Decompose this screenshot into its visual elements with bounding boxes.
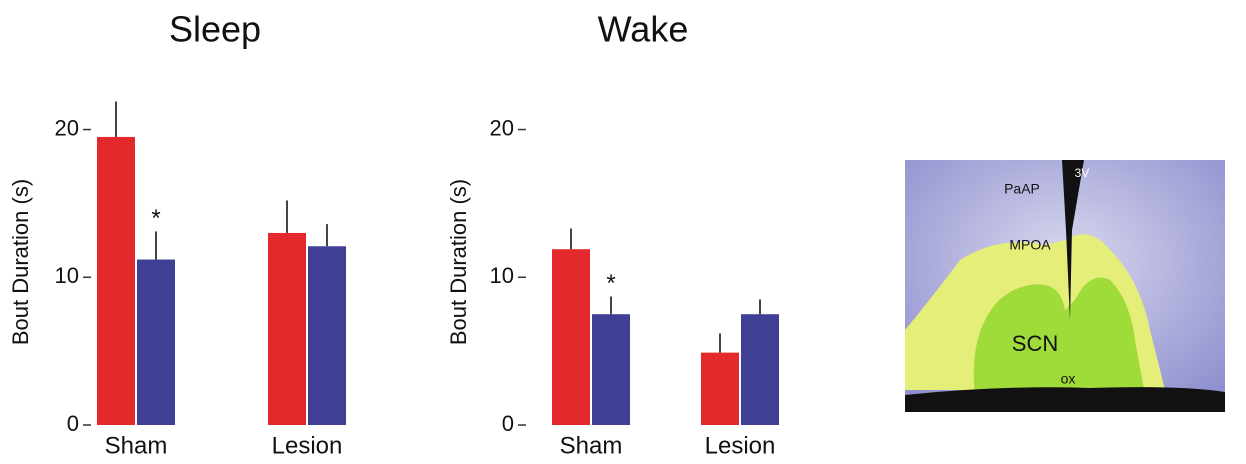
bar bbox=[552, 249, 590, 425]
significance-marker: * bbox=[151, 205, 160, 232]
chart-title: Sleep bbox=[169, 9, 261, 50]
x-tick-label: Sham bbox=[560, 432, 623, 459]
y-tick-label: 10 bbox=[55, 263, 79, 288]
image-label: MPOA bbox=[1009, 237, 1051, 253]
bar bbox=[137, 259, 175, 425]
x-tick-label: Lesion bbox=[272, 432, 343, 459]
scn-region bbox=[973, 277, 1145, 395]
y-axis-label: Bout Duration (s) bbox=[8, 179, 33, 345]
x-tick-label: Lesion bbox=[705, 432, 776, 459]
y-tick-label: 0 bbox=[502, 411, 514, 436]
chart-title: Wake bbox=[598, 9, 689, 50]
bar bbox=[741, 314, 779, 425]
third-ventricle bbox=[1062, 160, 1084, 320]
y-tick-label: 20 bbox=[490, 115, 514, 140]
bar bbox=[97, 136, 135, 425]
image-label: PaAP bbox=[1004, 181, 1040, 197]
image-label: ox bbox=[1061, 371, 1076, 387]
bar bbox=[701, 352, 739, 425]
histology-image: PaAP 3V MPOA SCN ox bbox=[905, 160, 1225, 412]
image-label: 3V bbox=[1075, 166, 1090, 180]
bar bbox=[592, 314, 630, 425]
y-tick-label: 0 bbox=[67, 411, 79, 436]
bar bbox=[308, 246, 346, 425]
image-label: SCN bbox=[1012, 331, 1058, 356]
y-tick-label: 10 bbox=[490, 263, 514, 288]
y-tick-label: 20 bbox=[55, 115, 79, 140]
x-tick-label: Sham bbox=[105, 432, 168, 459]
optic-chiasm bbox=[905, 387, 1225, 412]
y-axis-label: Bout Duration (s) bbox=[446, 179, 471, 345]
bar bbox=[268, 232, 306, 425]
significance-marker: * bbox=[606, 270, 615, 297]
